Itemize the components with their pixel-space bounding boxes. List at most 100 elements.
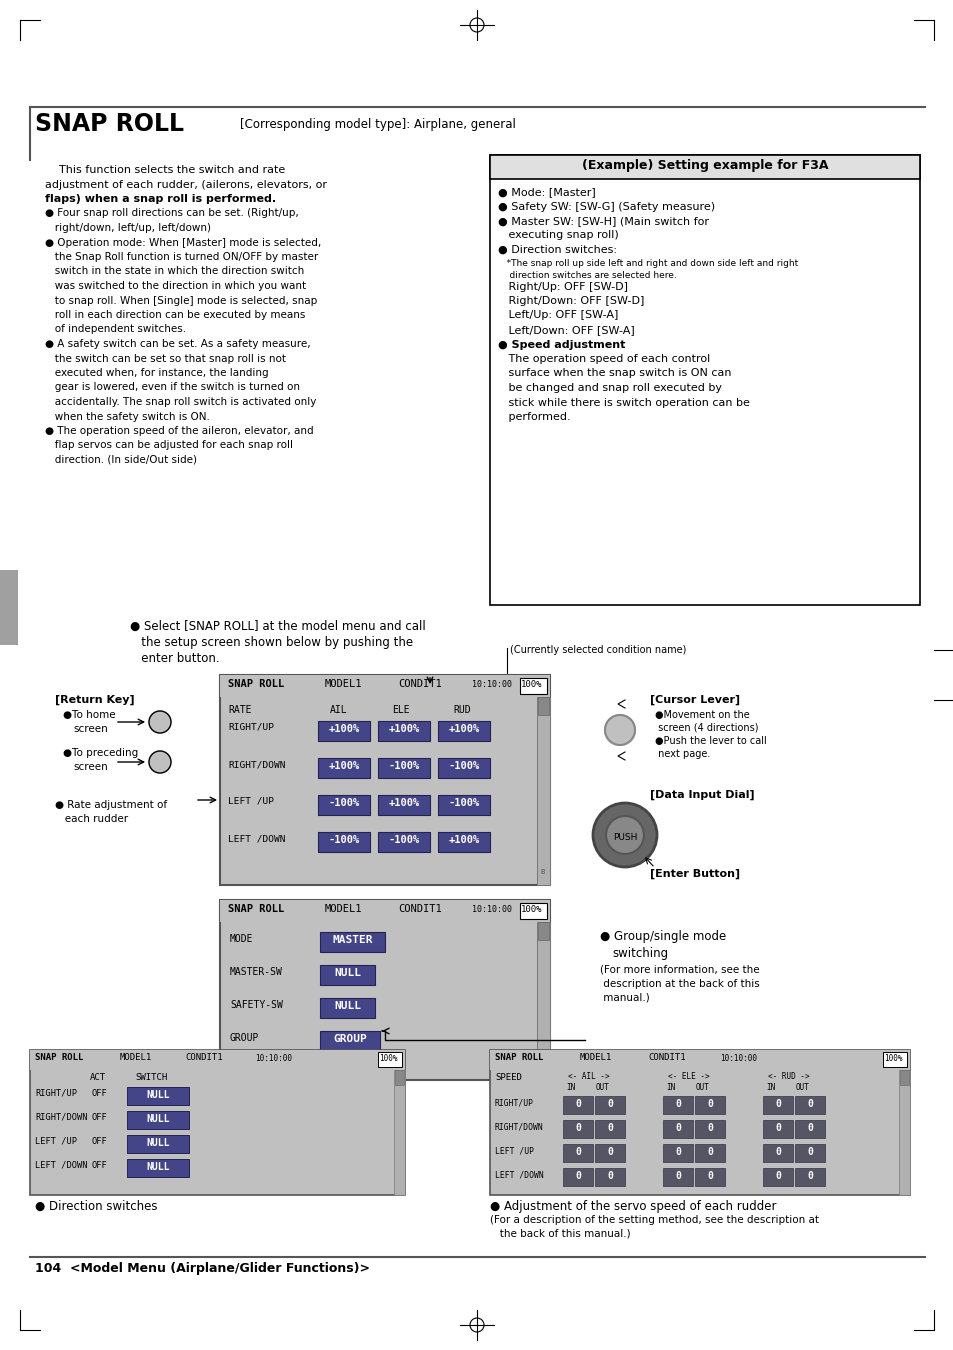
Text: SNAP ROLL: SNAP ROLL [35, 1053, 83, 1062]
Text: to snap roll. When [Single] mode is selected, snap: to snap roll. When [Single] mode is sele… [45, 296, 317, 305]
Bar [762, 1168, 792, 1187]
Text: +100%: +100% [388, 798, 419, 809]
Text: RIGHT/UP: RIGHT/UP [35, 1089, 77, 1098]
Text: ● A safety switch can be set. As a safety measure,: ● A safety switch can be set. As a safet… [45, 339, 311, 350]
Text: SWITCH: SWITCH [135, 1073, 167, 1081]
Bar [490, 1050, 909, 1071]
Bar [537, 697, 548, 716]
Text: SNAP ROLL: SNAP ROLL [495, 1053, 543, 1062]
Text: GROUP: GROUP [333, 1034, 367, 1044]
Text: the setup screen shown below by pushing the: the setup screen shown below by pushing … [130, 636, 413, 649]
Bar [519, 903, 546, 919]
Text: 0: 0 [806, 1170, 812, 1181]
Text: OFF: OFF [91, 1161, 108, 1170]
Text: 0: 0 [774, 1170, 781, 1181]
Text: MODEL1: MODEL1 [325, 679, 362, 688]
Text: ● Mode: [Master]: ● Mode: [Master] [497, 188, 595, 197]
Text: RIGHT/UP: RIGHT/UP [228, 724, 274, 732]
Text: [Return Key]: [Return Key] [55, 695, 134, 705]
Bar [377, 721, 430, 741]
Bar [490, 155, 919, 605]
Bar [490, 1050, 909, 1195]
Text: AIL: AIL [330, 705, 347, 716]
Text: (Example) Setting example for F3A: (Example) Setting example for F3A [581, 159, 827, 171]
Text: enter button.: enter button. [130, 652, 219, 666]
Text: *The snap roll up side left and right and down side left and right: *The snap roll up side left and right an… [497, 259, 798, 269]
Text: when the safety switch is ON.: when the safety switch is ON. [45, 412, 210, 421]
Bar [319, 965, 375, 986]
Bar [695, 1120, 724, 1138]
Text: CONDIT1: CONDIT1 [397, 904, 441, 914]
Text: ● Speed adjustment: ● Speed adjustment [497, 339, 625, 350]
Text: stick while there is switch operation can be: stick while there is switch operation ca… [497, 397, 749, 408]
Bar [595, 1143, 624, 1162]
Text: B: B [539, 869, 543, 875]
Bar [794, 1168, 824, 1187]
Text: MODEL1: MODEL1 [579, 1053, 612, 1062]
Bar [319, 931, 385, 952]
Text: 0: 0 [774, 1123, 781, 1133]
Text: -100%: -100% [448, 761, 479, 771]
Text: LEFT /UP: LEFT /UP [495, 1146, 534, 1156]
Text: ● Direction switches: ● Direction switches [35, 1200, 157, 1214]
Bar [537, 922, 548, 940]
Text: RIGHT/DOWN: RIGHT/DOWN [35, 1112, 88, 1122]
Bar [899, 1071, 908, 1085]
Bar [695, 1143, 724, 1162]
Text: +100%: +100% [448, 836, 479, 845]
Text: 10:10:00: 10:10:00 [472, 904, 512, 914]
Text: 10:10:00: 10:10:00 [472, 680, 512, 688]
Text: ● Adjustment of the servo speed of each rudder: ● Adjustment of the servo speed of each … [490, 1200, 776, 1214]
Text: executing snap roll): executing snap roll) [497, 231, 618, 240]
Bar [220, 675, 550, 697]
Text: [Cursor Lever]: [Cursor Lever] [649, 695, 740, 705]
Bar [562, 1120, 593, 1138]
Text: RIGHT/UP: RIGHT/UP [495, 1098, 534, 1107]
Bar [377, 795, 430, 815]
Bar [127, 1135, 189, 1153]
Bar [562, 1143, 593, 1162]
Text: ELE: ELE [392, 705, 409, 716]
Text: [Data Input Dial]: [Data Input Dial] [649, 790, 754, 801]
Text: screen: screen [73, 761, 108, 772]
Text: (For a description of the setting method, see the description at: (For a description of the setting method… [490, 1215, 818, 1224]
Text: 0: 0 [575, 1123, 580, 1133]
Bar [377, 1052, 401, 1066]
Text: SNAP ROLL: SNAP ROLL [228, 904, 284, 914]
Bar [562, 1168, 593, 1187]
Bar [662, 1120, 692, 1138]
Text: Left/Up: OFF [SW-A]: Left/Up: OFF [SW-A] [497, 310, 618, 320]
Text: -100%: -100% [388, 761, 419, 771]
Text: performed.: performed. [497, 412, 570, 423]
Text: direction. (In side/Out side): direction. (In side/Out side) [45, 455, 196, 464]
Bar [537, 697, 550, 886]
Text: +100%: +100% [328, 724, 359, 734]
Bar [794, 1143, 824, 1162]
Text: PUSH: PUSH [612, 833, 637, 842]
Text: NULL: NULL [146, 1114, 170, 1125]
Text: Right/Down: OFF [SW-D]: Right/Down: OFF [SW-D] [497, 296, 643, 306]
Bar [537, 922, 550, 1080]
Text: ● Select [SNAP ROLL] at the model menu and call: ● Select [SNAP ROLL] at the model menu a… [130, 620, 425, 633]
Text: SNAP ROLL: SNAP ROLL [35, 112, 184, 136]
Text: accidentally. The snap roll switch is activated only: accidentally. The snap roll switch is ac… [45, 397, 316, 406]
Text: switching: switching [612, 946, 667, 960]
Text: +100%: +100% [328, 761, 359, 771]
Bar [794, 1120, 824, 1138]
Bar [127, 1160, 189, 1177]
Text: OFF: OFF [91, 1112, 108, 1122]
Text: ●To home: ●To home [63, 710, 115, 720]
Bar [127, 1111, 189, 1129]
Text: IN: IN [566, 1083, 575, 1092]
Text: OUT: OUT [596, 1083, 609, 1092]
Text: Right/Up: OFF [SW-D]: Right/Up: OFF [SW-D] [497, 282, 627, 292]
Text: SPEED: SPEED [495, 1073, 521, 1081]
Bar [662, 1143, 692, 1162]
Text: 0: 0 [774, 1099, 781, 1108]
Text: LEFT /DOWN: LEFT /DOWN [35, 1161, 88, 1170]
Text: 0: 0 [706, 1099, 712, 1108]
Text: flap servos can be adjusted for each snap roll: flap servos can be adjusted for each sna… [45, 440, 293, 451]
Text: right/down, left/up, left/down): right/down, left/up, left/down) [45, 223, 211, 234]
Bar [762, 1120, 792, 1138]
Text: MODEL1: MODEL1 [325, 904, 362, 914]
